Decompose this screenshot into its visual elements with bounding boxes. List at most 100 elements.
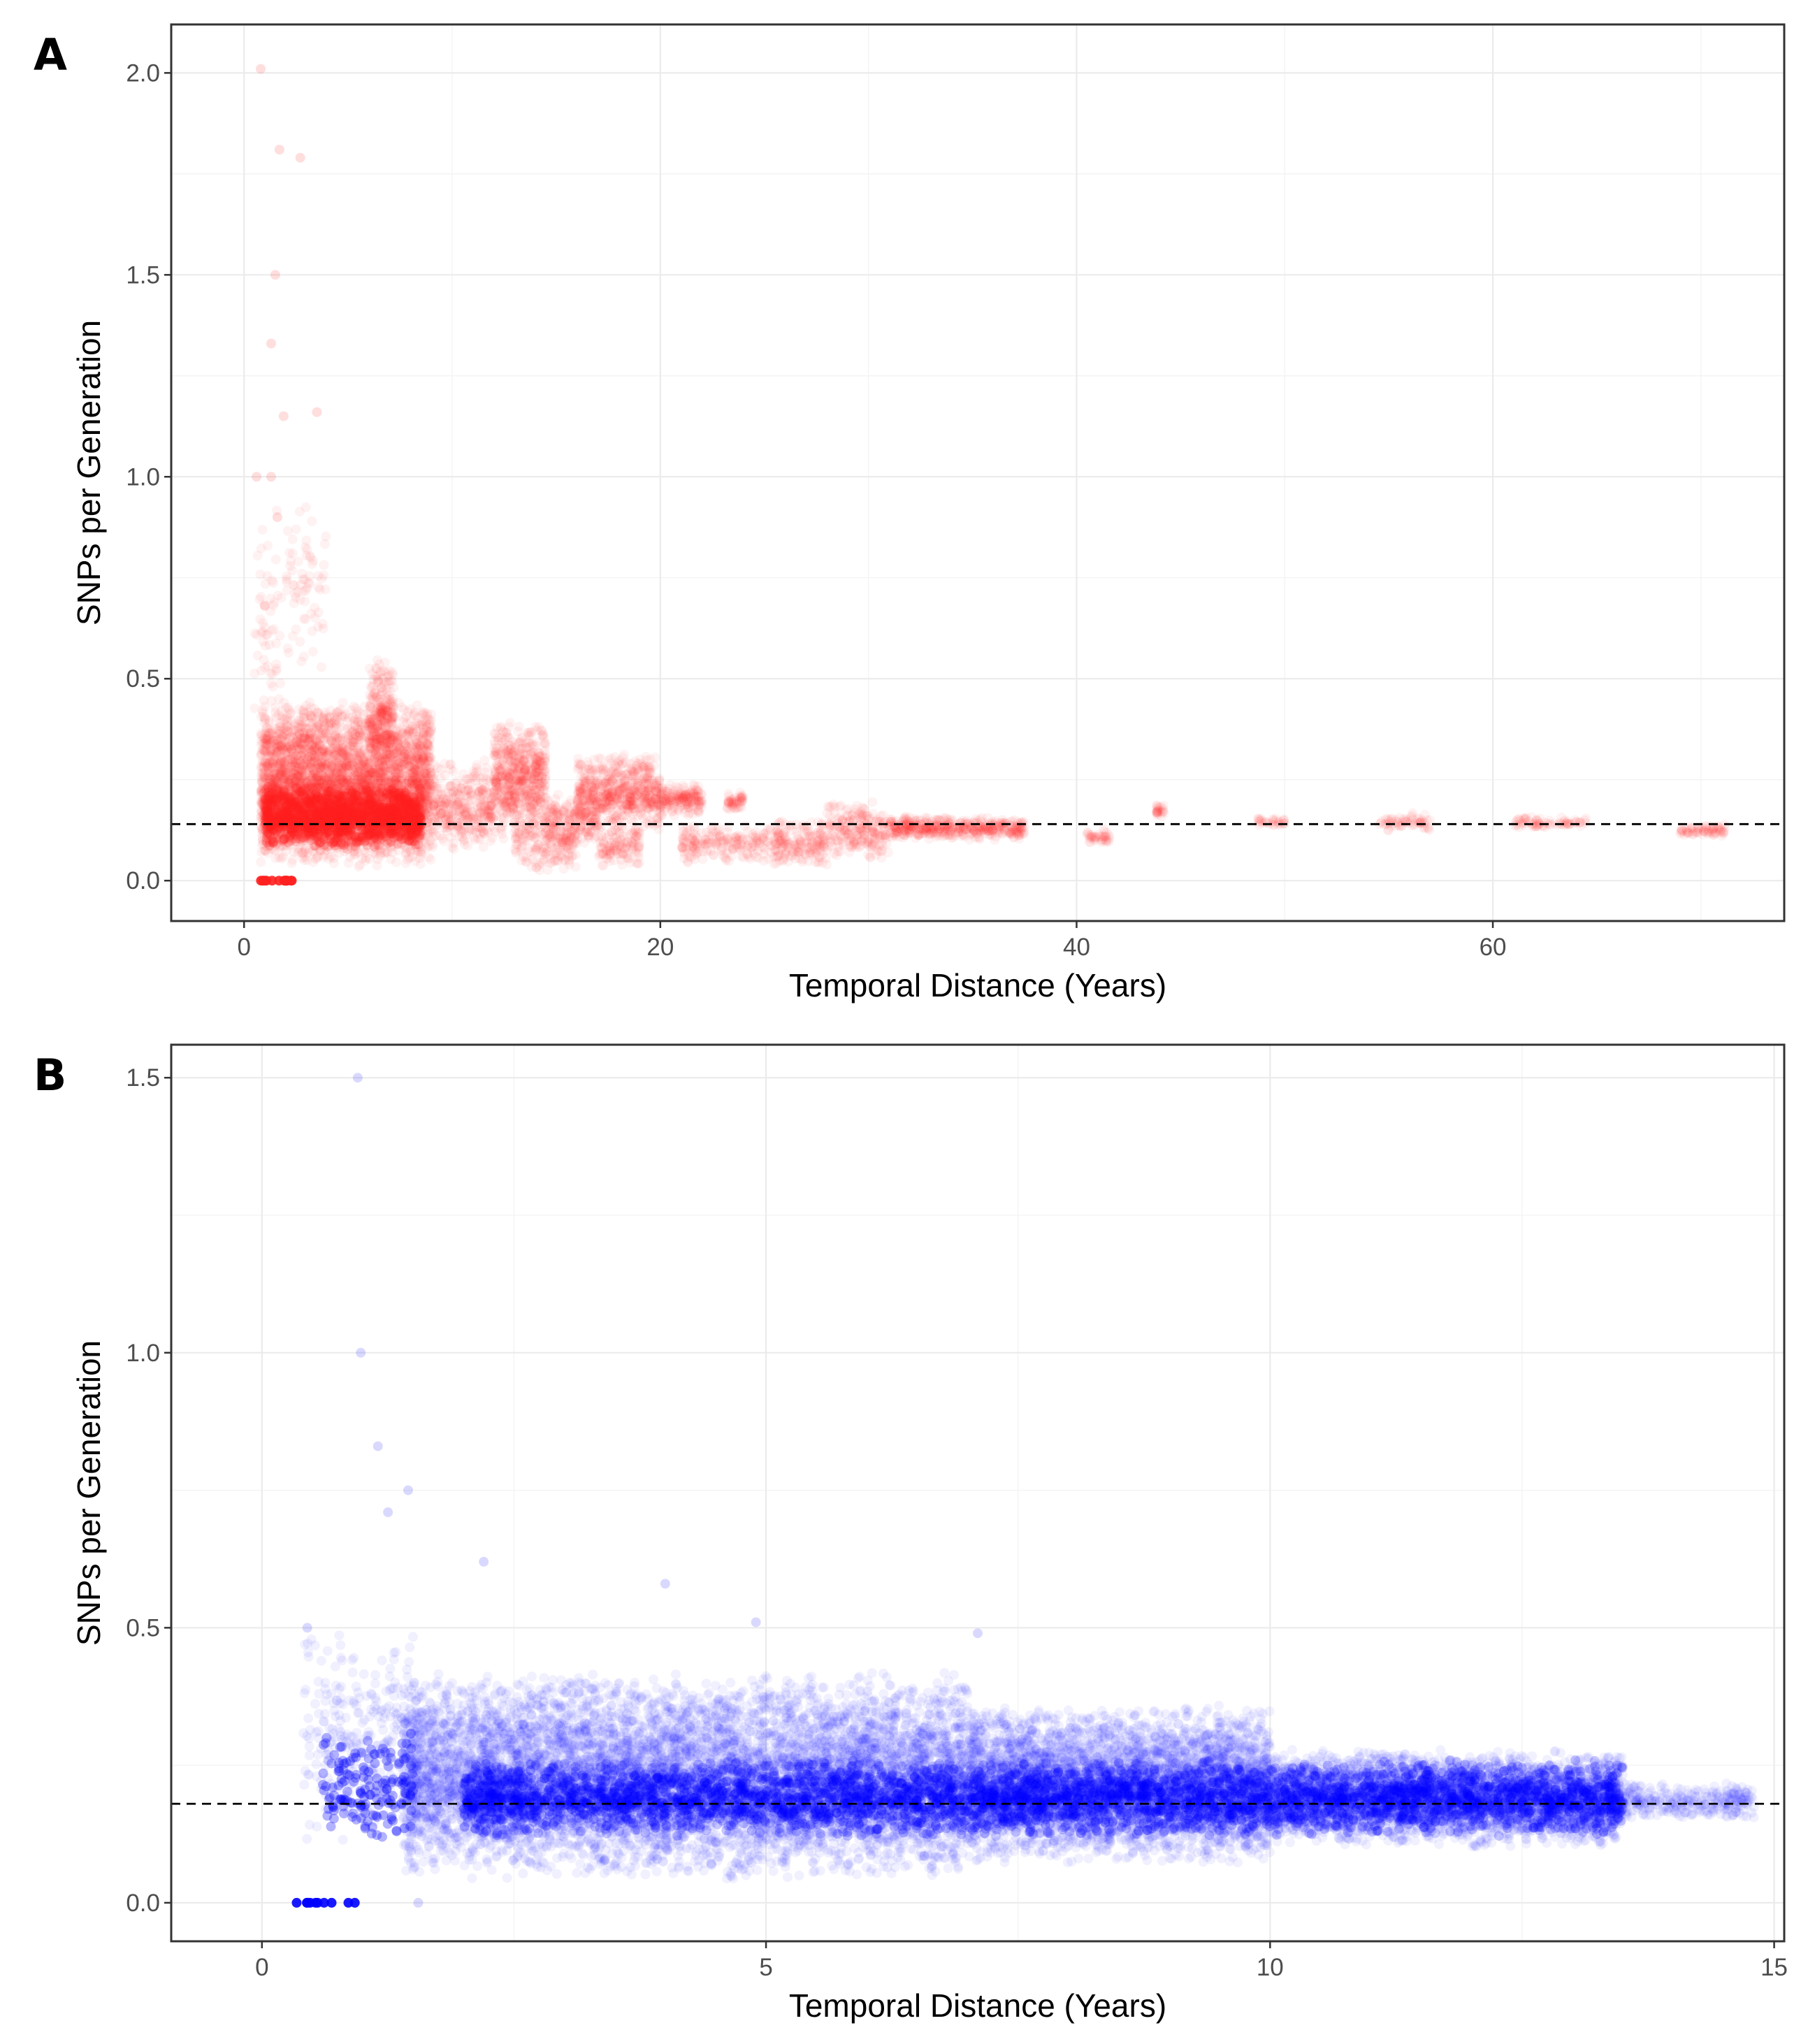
data-point	[365, 783, 375, 794]
data-point	[259, 702, 270, 712]
data-point	[386, 854, 396, 864]
data-point	[321, 718, 332, 729]
data-point	[338, 760, 349, 770]
data-point	[271, 664, 282, 674]
data-point	[249, 703, 260, 713]
data-point	[262, 571, 273, 581]
data-point	[389, 752, 400, 762]
data-point	[262, 630, 273, 640]
data-point	[318, 744, 328, 754]
data-point	[363, 762, 373, 771]
data-point	[255, 614, 266, 624]
data-point	[263, 776, 273, 786]
data-point	[340, 761, 351, 771]
data-point	[349, 702, 359, 711]
data-point	[259, 600, 269, 610]
data-point	[278, 851, 289, 862]
data-point	[252, 651, 263, 661]
data-point	[338, 805, 347, 816]
data-point	[397, 768, 407, 778]
data-point	[328, 858, 339, 869]
data-point	[257, 525, 268, 535]
data-point	[275, 723, 286, 733]
data-point	[254, 594, 265, 604]
data-point	[276, 706, 287, 716]
data-point	[308, 769, 319, 780]
data-point	[255, 569, 266, 579]
data-point	[271, 659, 282, 669]
data-point	[393, 731, 403, 741]
data-point	[351, 779, 361, 789]
data-point	[317, 762, 327, 772]
data-point	[258, 835, 268, 846]
data-point	[258, 627, 268, 637]
data-point	[304, 783, 314, 793]
data-point	[261, 741, 271, 751]
data-point	[288, 757, 298, 767]
data-point	[372, 860, 382, 871]
data-point	[375, 768, 386, 778]
data-point	[266, 790, 275, 800]
data-point	[347, 737, 358, 748]
data-point	[249, 628, 260, 639]
data-point	[412, 747, 422, 758]
data-point	[276, 593, 287, 603]
data-point	[268, 729, 278, 739]
data-point	[421, 761, 432, 771]
data-point	[375, 778, 386, 788]
data-point	[259, 622, 270, 632]
data-point	[338, 752, 348, 762]
data-point	[299, 855, 310, 865]
data-point	[326, 735, 337, 746]
data-point	[265, 668, 275, 679]
data-point	[270, 554, 281, 565]
data-point	[418, 728, 428, 739]
data-point	[391, 732, 401, 742]
data-point	[409, 812, 419, 822]
data-point	[355, 752, 366, 762]
data-point	[252, 630, 262, 640]
data-point	[414, 789, 424, 799]
data-point	[268, 624, 279, 635]
data-point	[260, 641, 270, 651]
data-point	[375, 787, 385, 797]
data-point	[421, 766, 432, 776]
data-point	[426, 709, 436, 720]
data-point	[337, 771, 347, 782]
data-point	[300, 846, 310, 856]
data-point	[267, 669, 277, 679]
data-point	[269, 597, 280, 608]
data-point	[335, 804, 345, 814]
data-point	[336, 763, 347, 774]
data-point	[261, 630, 271, 640]
data-point	[270, 769, 280, 779]
data-point	[366, 783, 377, 794]
data-point	[425, 728, 435, 739]
data-point	[273, 734, 284, 745]
data-point	[260, 758, 270, 768]
data-point	[263, 782, 273, 792]
data-point	[276, 766, 287, 776]
data-point	[413, 773, 424, 783]
data-point	[388, 824, 398, 834]
data-point	[356, 759, 367, 769]
data-point	[271, 839, 282, 849]
data-point	[256, 857, 266, 867]
data-point	[309, 795, 319, 806]
data-point	[375, 739, 385, 748]
data-point	[395, 734, 405, 744]
data-point	[268, 577, 279, 588]
data-point	[404, 724, 414, 734]
data-point	[384, 759, 395, 769]
data-point	[266, 695, 277, 706]
data-point	[268, 681, 278, 692]
data-point	[373, 776, 383, 786]
data-point	[426, 723, 437, 732]
data-point	[256, 665, 266, 676]
data-point	[362, 771, 373, 781]
data-point	[388, 839, 398, 850]
data-point	[328, 853, 339, 864]
data-point	[409, 765, 419, 776]
data-point	[249, 668, 260, 679]
data-point	[273, 744, 284, 755]
